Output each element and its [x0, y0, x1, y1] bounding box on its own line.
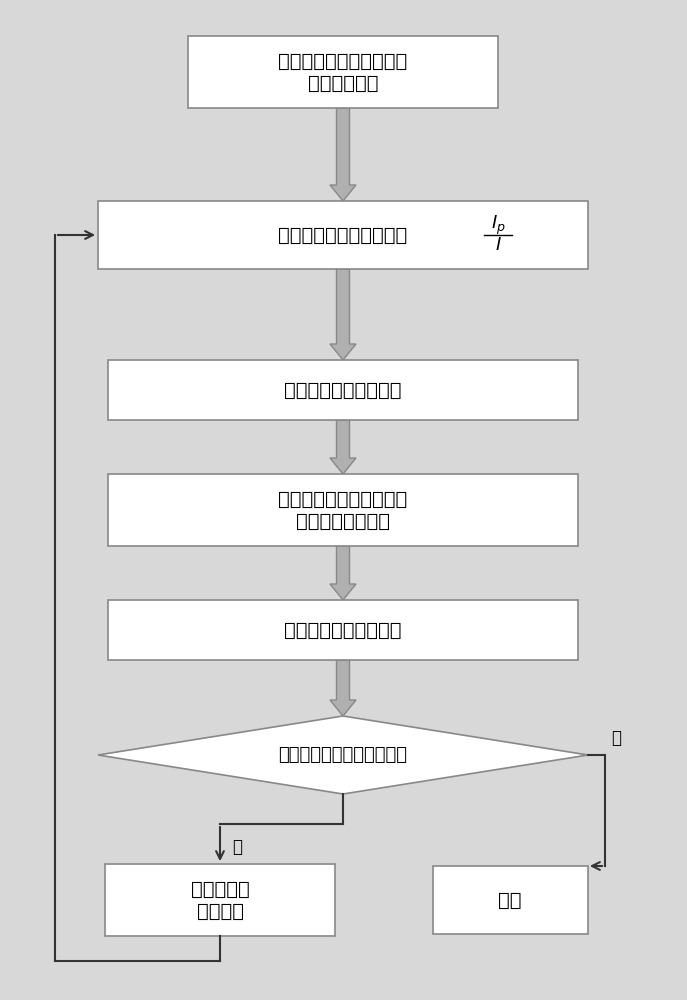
- FancyBboxPatch shape: [188, 36, 498, 108]
- Text: 检验是否存在参数临界转速: 检验是否存在参数临界转速: [278, 746, 407, 764]
- FancyBboxPatch shape: [108, 360, 578, 420]
- FancyBboxPatch shape: [108, 600, 578, 660]
- FancyBboxPatch shape: [98, 201, 588, 269]
- Polygon shape: [98, 716, 588, 794]
- Polygon shape: [330, 660, 356, 716]
- Text: 根据转子振动特性设计要
求确定支承刚度比: 根据转子振动特性设计要 求确定支承刚度比: [278, 489, 407, 530]
- Polygon shape: [330, 420, 356, 474]
- Text: $I$: $I$: [495, 236, 502, 254]
- Text: 否: 否: [611, 729, 621, 747]
- Text: 配置残余不平衡量相位: 配置残余不平衡量相位: [284, 620, 402, 640]
- Polygon shape: [330, 546, 356, 600]
- FancyBboxPatch shape: [433, 866, 587, 934]
- Text: 是: 是: [232, 838, 242, 856]
- Text: 结束: 结束: [498, 890, 521, 910]
- FancyBboxPatch shape: [108, 474, 578, 546]
- Text: $I_p$: $I_p$: [491, 213, 506, 237]
- Polygon shape: [330, 269, 356, 360]
- Text: 建立高压转子动力学模型
与动力学方程: 建立高压转子动力学模型 与动力学方程: [278, 51, 407, 93]
- FancyBboxPatch shape: [105, 864, 335, 936]
- Polygon shape: [330, 108, 356, 201]
- Text: 确定两阶临界转速范围: 确定两阶临界转速范围: [284, 380, 402, 399]
- Text: 确定转子系统转动惯量比: 确定转子系统转动惯量比: [278, 226, 407, 244]
- Text: 修正或优化
结构参数: 修正或优化 结构参数: [190, 880, 249, 920]
